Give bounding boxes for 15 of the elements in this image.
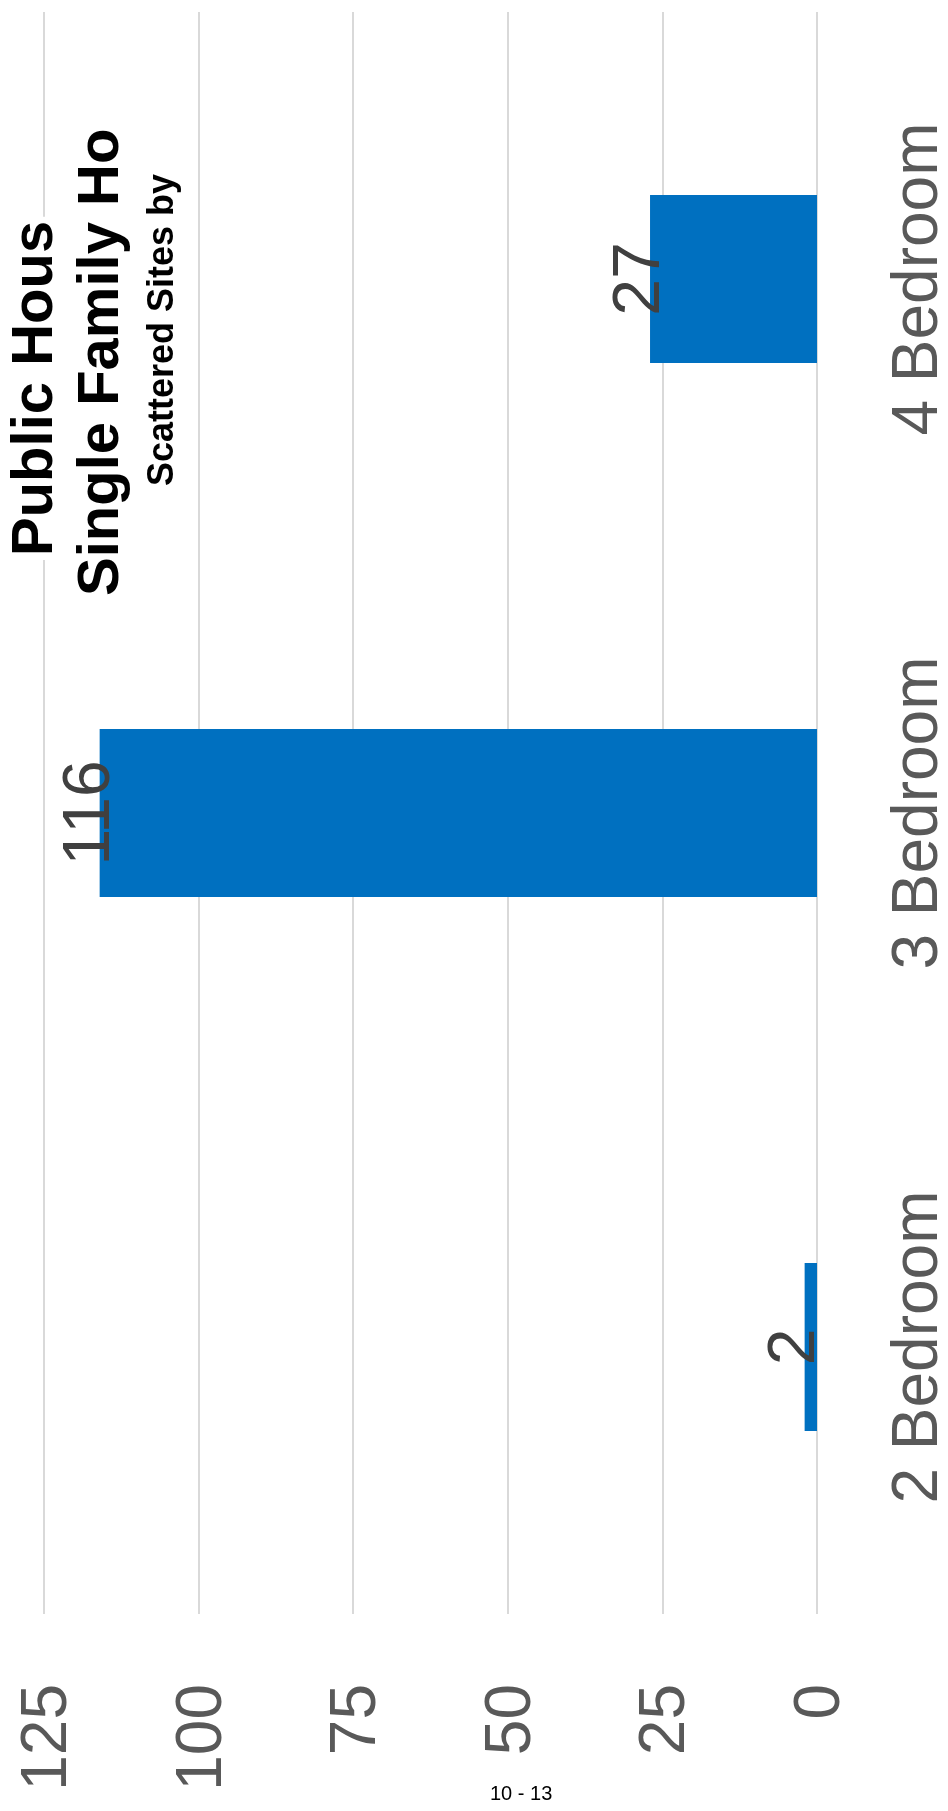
data-label: 2: [753, 1328, 828, 1366]
data-label: 27: [599, 242, 674, 316]
x-tick-label: 75: [317, 1684, 390, 1756]
x-tick-label: 50: [471, 1684, 544, 1756]
data-label: 116: [48, 760, 123, 866]
y-tick-label: 3 Bedroom: [879, 656, 948, 970]
y-tick-label: 4 Bedroom: [879, 122, 948, 436]
text: Public Hous Single Family Ho: [0, 128, 130, 596]
x-tick-label: 100: [162, 1684, 235, 1791]
y-tick-label: 2 Bedroom: [879, 1190, 948, 1504]
x-tick-label: 125: [8, 1684, 80, 1791]
text: 10 - 13: [490, 1782, 553, 1805]
x-tick-label: 25: [626, 1684, 699, 1756]
text: Scattered Sites by: [139, 173, 181, 486]
x-tick-label: 0: [781, 1684, 853, 1720]
